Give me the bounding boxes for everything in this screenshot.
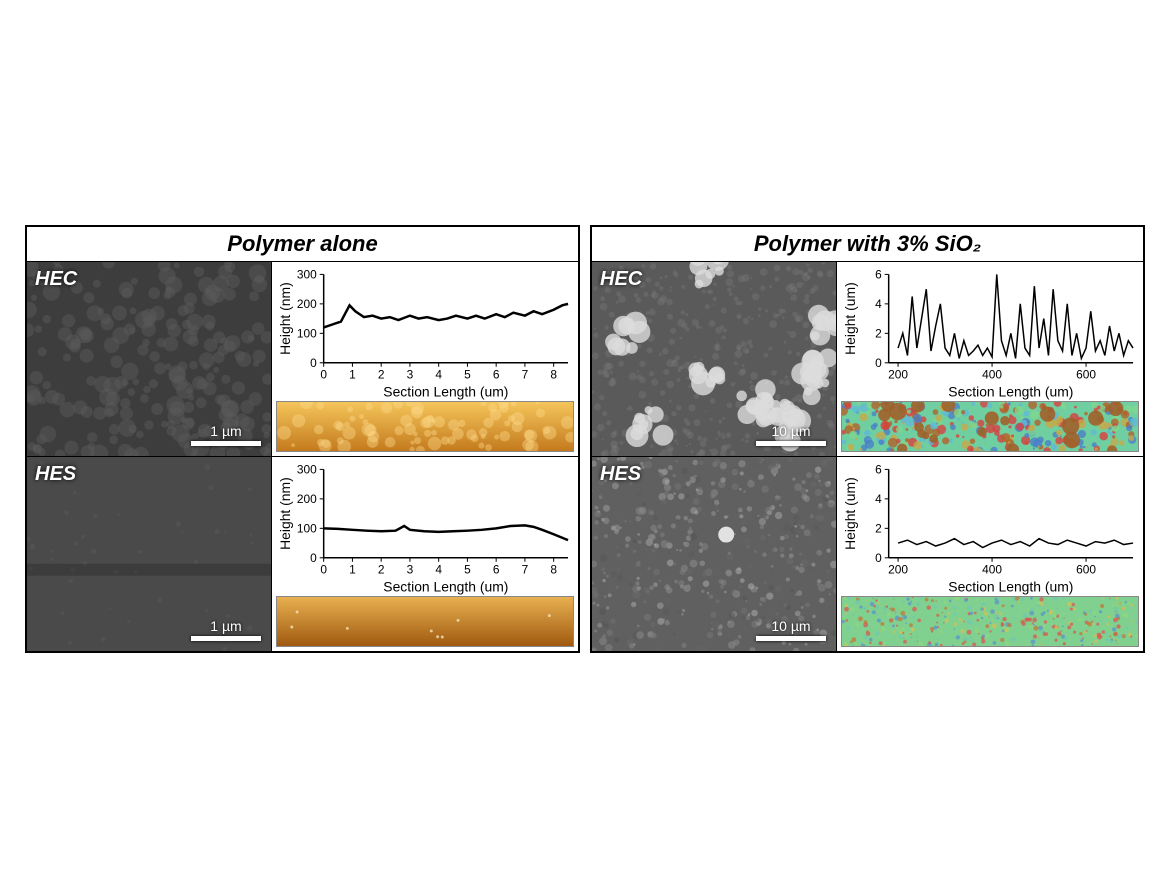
svg-text:3: 3 [407,563,414,577]
height-profile-chart: 0 2 4 6 200 400 600Section Length (um) Height (… [841,266,1139,401]
svg-text:Section Length (um): Section Length (um) [948,579,1073,595]
svg-text:200: 200 [297,492,317,506]
svg-text:300: 300 [297,462,317,476]
sem-image: HEC 1 µm [27,262,272,456]
right-stack: 0 100 200 300 0 1 2 3 4 5 6 7 8 Section Length (um) He… [272,457,578,651]
scalebar-line [191,441,261,446]
svg-text:100: 100 [297,521,317,535]
scalebar-text: 10 µm [771,618,810,634]
svg-text:7: 7 [522,563,529,577]
sample-label: HES [600,463,641,486]
svg-text:Height (nm): Height (nm) [277,477,293,550]
figure-container: Polymer aloneHEC1 µm0100200300012345678S… [15,215,1155,663]
height-profile-chart: 0 100 200 300 0 1 2 3 4 5 6 7 8 Section Length (um) He… [276,266,574,401]
scalebar-line [756,441,826,446]
scalebar: 1 µm [191,423,261,446]
svg-text:Height (nm): Height (nm) [277,282,293,355]
svg-text:4: 4 [435,368,442,382]
right-stack: 0 2 4 6 200 400 600Section Length (um) Height (… [837,457,1143,651]
right-stack: 0 2 4 6 200 400 600Section Length (um) Height (… [837,262,1143,456]
panel: Polymer aloneHEC1 µm0100200300012345678S… [25,225,580,653]
afm-strip-image [276,596,574,647]
svg-text:Section Length (um): Section Length (um) [383,579,508,595]
svg-text:5: 5 [464,563,471,577]
sem-image: HEC 10 µm [592,262,837,456]
svg-text:400: 400 [982,368,1002,382]
svg-text:0: 0 [310,551,317,565]
afm-strip-image [841,596,1139,647]
svg-text:0: 0 [875,356,882,370]
svg-text:8: 8 [550,563,557,577]
sample-label: HEC [35,268,77,291]
sample-label: HEC [600,268,642,291]
sample-row: HES 1 µm 0 100 200 300 0 1 2 3 4 5 6 7 8 Section Length… [27,456,578,651]
scalebar: 10 µm [756,423,826,446]
panel: Polymer with 3% SiO₂HEC10 µm024620040060… [590,225,1145,653]
svg-text:4: 4 [875,297,882,311]
panel-title: Polymer alone [27,227,578,261]
height-profile-chart: 0 2 4 6 200 400 600Section Length (um) Height (… [841,461,1139,596]
panel-title: Polymer with 3% SiO₂ [592,227,1143,261]
svg-text:200: 200 [888,563,908,577]
svg-text:Section Length (um): Section Length (um) [948,384,1073,400]
sample-row: HES 10 µm 0 2 4 6 200 400 600Section Length (um)… [592,456,1143,651]
svg-text:600: 600 [1076,563,1096,577]
svg-text:Height (um): Height (um) [842,282,858,355]
svg-text:6: 6 [493,563,500,577]
svg-text:0: 0 [875,551,882,565]
svg-text:2: 2 [378,368,385,382]
svg-text:2: 2 [875,521,882,535]
svg-text:0: 0 [310,356,317,370]
svg-text:0: 0 [320,368,327,382]
scalebar-line [756,636,826,641]
afm-strip-image [276,401,574,452]
svg-text:4: 4 [875,492,882,506]
sem-image: HES 1 µm [27,457,272,651]
svg-text:3: 3 [407,368,414,382]
svg-text:400: 400 [982,563,1002,577]
scalebar-line [191,636,261,641]
height-profile-chart: 0 100 200 300 0 1 2 3 4 5 6 7 8 Section Length (um) He… [276,461,574,596]
svg-text:5: 5 [464,368,471,382]
svg-text:200: 200 [888,368,908,382]
svg-text:Section Length (um): Section Length (um) [383,384,508,400]
svg-text:100: 100 [297,326,317,340]
sample-label: HES [35,463,76,486]
sem-image: HES 10 µm [592,457,837,651]
svg-text:1: 1 [349,368,356,382]
svg-text:300: 300 [297,267,317,281]
svg-text:7: 7 [522,368,529,382]
svg-text:6: 6 [875,462,882,476]
scalebar: 10 µm [756,618,826,641]
svg-text:200: 200 [297,297,317,311]
sample-row: HEC 1 µm 0 100 200 300 0 1 2 3 4 5 6 7 8 Section Length… [27,261,578,456]
sample-row: HEC 10 µm 0 2 4 6 200 400 600Section Length (um)… [592,261,1143,456]
svg-text:2: 2 [875,326,882,340]
svg-text:600: 600 [1076,368,1096,382]
scalebar: 1 µm [191,618,261,641]
right-stack: 0 100 200 300 0 1 2 3 4 5 6 7 8 Section Length (um) He… [272,262,578,456]
svg-text:0: 0 [320,563,327,577]
svg-text:6: 6 [875,267,882,281]
svg-text:Height (um): Height (um) [842,477,858,550]
scalebar-text: 1 µm [210,618,241,634]
svg-text:8: 8 [550,368,557,382]
svg-text:1: 1 [349,563,356,577]
afm-strip-image [841,401,1139,452]
svg-text:6: 6 [493,368,500,382]
svg-text:4: 4 [435,563,442,577]
scalebar-text: 10 µm [771,423,810,439]
scalebar-text: 1 µm [210,423,241,439]
svg-text:2: 2 [378,563,385,577]
